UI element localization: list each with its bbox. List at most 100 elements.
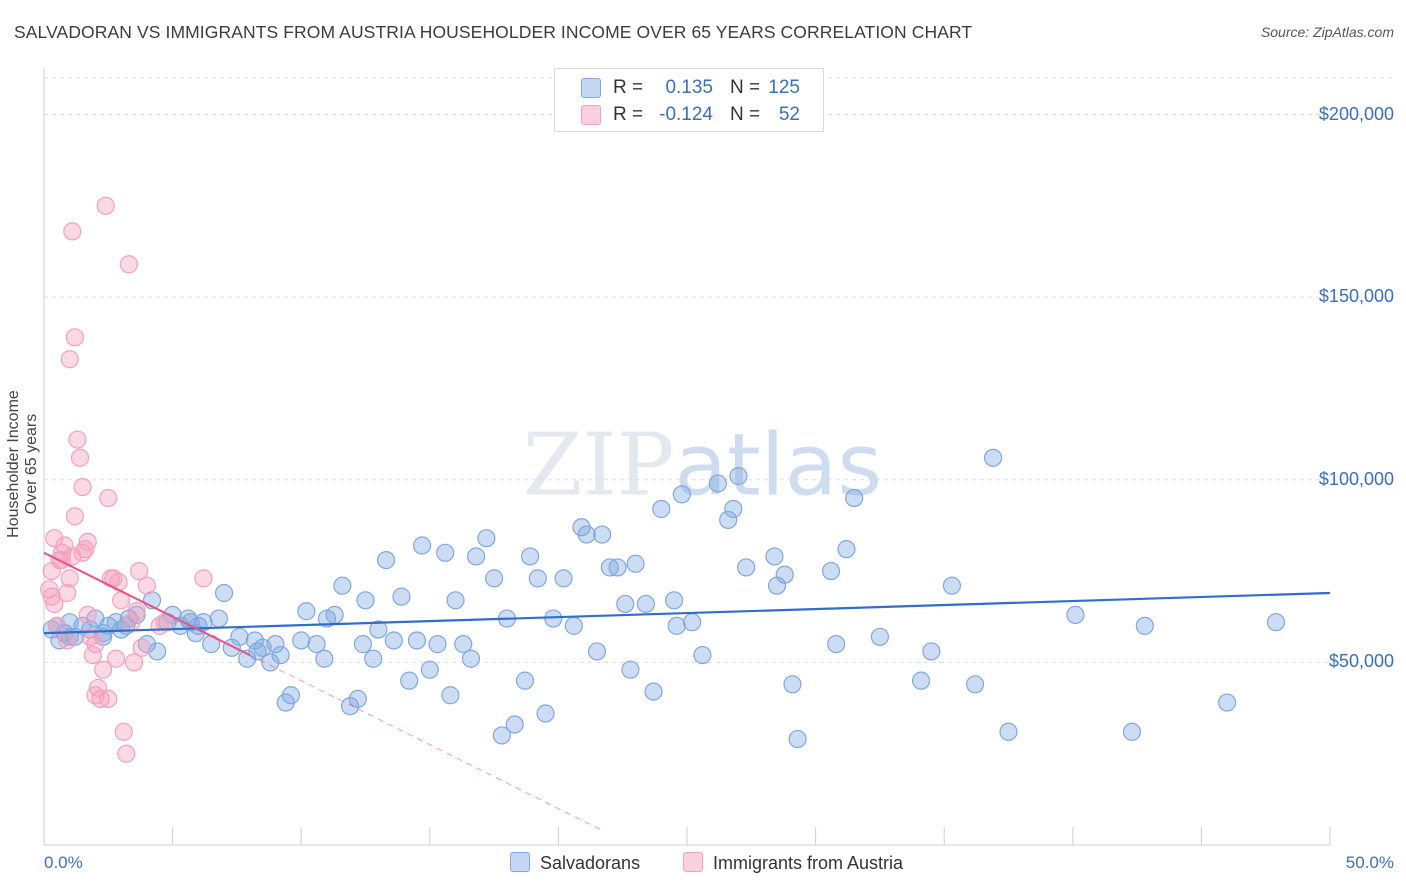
salvadoran-point	[292, 631, 311, 650]
salvadoran-point	[505, 715, 524, 734]
salvadoran-point	[845, 488, 864, 508]
salvadoran-point	[999, 722, 1018, 741]
salvadoran-point	[729, 467, 748, 486]
salvadoran-point	[683, 613, 702, 632]
salvadoran-point	[485, 569, 504, 588]
austria-point	[94, 660, 113, 679]
austria-point	[137, 576, 156, 595]
salvadoran-point	[266, 635, 285, 654]
salvadoran-point	[693, 645, 712, 665]
salvadoran-point	[466, 547, 486, 566]
salvadoran-point	[325, 605, 344, 625]
austria-point	[99, 689, 118, 709]
legend-n-value: 52	[778, 104, 800, 125]
y-tick-label: $50,000	[1328, 651, 1394, 672]
salvadoran-point	[536, 704, 555, 723]
austria-point	[47, 616, 66, 635]
y-tick-label: $150,000	[1318, 286, 1394, 307]
salvadoran-point	[428, 635, 447, 654]
salvadoran-point	[1218, 693, 1237, 712]
salvadoran-point	[297, 602, 316, 621]
salvadoran-point	[965, 675, 985, 694]
chart-title: SALVADORAN VS IMMIGRANTS FROM AUSTRIA HO…	[14, 22, 973, 42]
salvadoran-point	[261, 653, 280, 672]
salvadoran-point	[245, 631, 265, 650]
watermark-zip: ZIP	[523, 415, 675, 515]
salvadoran-point	[238, 649, 257, 668]
pink-swatch-icon	[683, 852, 703, 872]
austria-point	[78, 532, 97, 551]
salvadoran-point	[544, 609, 563, 628]
blue-swatch-icon	[581, 78, 601, 98]
austria-point	[99, 488, 118, 508]
salvadoran-point	[420, 660, 439, 679]
source-label: Source: ZipAtlas.com	[1260, 24, 1394, 40]
legend-n-label: N =	[730, 104, 761, 125]
salvadoran-point	[441, 686, 460, 705]
salvadoran-point	[983, 448, 1003, 467]
x-tick-label-min: 0.0%	[44, 853, 83, 872]
austria-point	[63, 222, 82, 241]
austria-point	[70, 448, 90, 467]
salvadoran-point	[353, 635, 373, 654]
salvadoran-point	[626, 554, 645, 573]
austria-point	[58, 631, 77, 650]
salvadoran-point	[333, 576, 352, 595]
salvadoran-point	[564, 616, 583, 635]
austria-point	[194, 569, 213, 588]
austria-point	[96, 196, 115, 215]
salvadoran-trend-line	[43, 591, 1331, 635]
legend-item-austria[interactable]: Immigrants from Austria	[683, 852, 903, 874]
austria-point	[127, 602, 146, 621]
austria-point	[65, 328, 84, 347]
austria-point	[132, 638, 151, 657]
legend-row-salvadorans: R = 0.135 N = 125	[555, 75, 823, 101]
austria-point	[86, 635, 105, 654]
salvadoran-point	[412, 536, 432, 555]
salvadoran-point	[837, 540, 856, 559]
salvadoran-point	[942, 576, 962, 595]
salvadoran-point	[636, 594, 655, 614]
salvadoran-point	[644, 682, 663, 701]
salvadoran-point	[94, 627, 113, 646]
salvadoran-point	[577, 525, 596, 544]
salvadoran-point	[911, 671, 931, 690]
salvadoran-point	[369, 620, 388, 639]
legend-item-salvadorans[interactable]: Salvadorans	[510, 852, 640, 874]
salvadoran-point	[765, 547, 784, 566]
salvadoran-point	[775, 565, 794, 584]
stats-legend: R = 0.135 N = 125 R = -0.124 N = 52	[554, 68, 824, 132]
salvadoran-point	[708, 474, 727, 493]
austria-point	[60, 350, 79, 369]
salvadoran-point	[392, 587, 411, 606]
austria-point	[52, 551, 72, 570]
salvadoran-point	[307, 635, 326, 654]
austria-point	[119, 255, 138, 274]
austria-point	[45, 594, 64, 614]
austria-point	[78, 605, 97, 625]
salvadoran-point	[376, 551, 396, 570]
salvadoran-point	[621, 660, 640, 679]
legend-label: Salvadorans	[540, 853, 641, 873]
salvadoran-point	[616, 594, 635, 614]
legend-n-label: N =	[730, 77, 761, 98]
salvadoran-point	[209, 609, 228, 628]
austria-point	[114, 722, 133, 741]
salvadoran-point	[340, 697, 360, 716]
austria-trend-line	[43, 551, 251, 657]
salvadoran-point	[1066, 605, 1085, 625]
salvadoran-point	[148, 642, 167, 661]
salvadoran-point	[407, 631, 427, 650]
salvadoran-point	[788, 729, 807, 749]
x-tick-label-max: 50.0%	[1345, 853, 1394, 872]
austria-point	[73, 477, 92, 497]
salvadoran-point	[554, 569, 573, 588]
salvadoran-point	[356, 591, 375, 610]
salvadoran-point	[348, 689, 367, 709]
salvadoran-point	[436, 543, 455, 562]
y-tick-label: $200,000	[1318, 103, 1394, 124]
salvadoran-point	[719, 510, 738, 530]
salvadoran-point	[528, 569, 547, 588]
pink-swatch-icon	[581, 105, 601, 125]
salvadoran-point	[492, 726, 511, 745]
